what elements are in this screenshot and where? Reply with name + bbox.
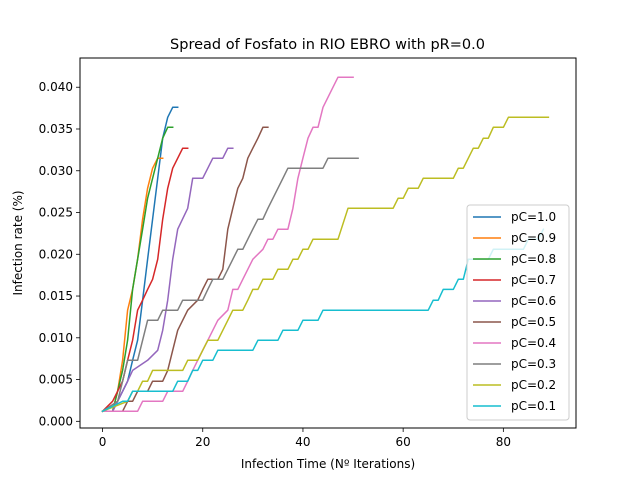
y-tick-label: 0.010	[39, 331, 73, 345]
legend-label-1: pC=0.9	[511, 231, 556, 245]
legend-label-6: pC=0.4	[511, 336, 556, 350]
legend-label-4: pC=0.6	[511, 294, 556, 308]
series-line-8	[101, 116, 550, 413]
x-tick-label: 0	[99, 435, 107, 449]
series-line-6	[101, 76, 354, 413]
chart-title: Spread of Fosfato in RIO EBRO with pR=0.…	[170, 37, 485, 53]
y-tick-label: 0.035	[39, 122, 73, 136]
legend-label-0: pC=1.0	[511, 210, 556, 224]
y-axis: 0.000 0.005 0.010 0.015 0.020 0.025 0.030 0.035…	[39, 80, 80, 428]
y-axis-label: Infection rate (%)	[11, 190, 25, 295]
series-line-5	[101, 126, 269, 413]
legend-label-5: pC=0.5	[511, 315, 556, 329]
y-tick-label: 0.040	[39, 80, 73, 94]
series-line-3	[101, 147, 189, 413]
legend-label-7: pC=0.3	[511, 357, 556, 371]
y-tick-label: 0.005	[39, 373, 73, 387]
legend-label-9: pC=0.1	[511, 399, 556, 413]
y-tick-label: 0.015	[39, 289, 73, 303]
y-tick-label: 0.020	[39, 247, 73, 261]
legend-label-3: pC=0.7	[511, 273, 556, 287]
x-axis-label: Infection Time (Nº Iterations)	[241, 457, 415, 471]
x-tick-label: 80	[496, 435, 511, 449]
x-axis: 0 20 40 60 80	[99, 428, 511, 449]
plot-frame	[79, 57, 577, 429]
series-line-7	[101, 157, 359, 413]
y-tick-label: 0.030	[39, 164, 73, 178]
legend: pC=1.0 pC=0.9 pC=0.8 pC=0.7 pC=0.6 pC=0.5 pC=0…	[466, 204, 570, 421]
series-line-2	[101, 126, 174, 413]
y-tick-label: 0.025	[39, 206, 73, 220]
legend-label-2: pC=0.8	[511, 252, 556, 266]
y-tick-label: 0.000	[39, 414, 73, 428]
x-tick-label: 20	[195, 435, 210, 449]
series-line-4	[101, 147, 234, 413]
x-tick-label: 40	[295, 435, 310, 449]
legend-label-8: pC=0.2	[511, 378, 556, 392]
series-line-1	[101, 157, 164, 413]
x-tick-label: 60	[396, 435, 411, 449]
